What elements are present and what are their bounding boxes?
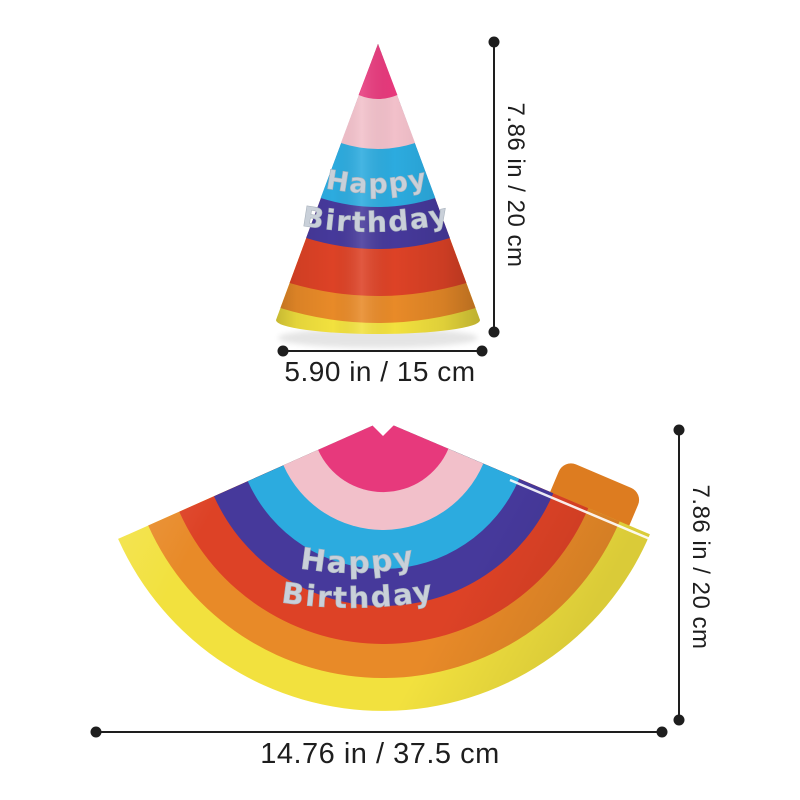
unfolded-hat: azzose Happy Birthday bbox=[118, 404, 651, 711]
fan-height-dimension: 7.86 in / 20 cm bbox=[673, 424, 714, 726]
fan-text-happy-label: Happy bbox=[298, 539, 416, 581]
hat-text-birthday-label: Birthday bbox=[300, 197, 450, 239]
fan-height-dot-top bbox=[673, 424, 685, 436]
hat-shading-overlay bbox=[276, 44, 480, 334]
fan-text-happy: Happy bbox=[298, 539, 418, 581]
hat-height-dot-bottom bbox=[488, 326, 500, 338]
apex-notch-circle bbox=[370, 404, 396, 430]
hat-height-dot-top bbox=[488, 36, 500, 48]
fan-width-label: 14.76 in / 37.5 cm bbox=[260, 738, 500, 770]
fan-width-dimension: 14.76 in / 37.5 cm bbox=[90, 726, 668, 770]
fan-shading-overlay bbox=[118, 421, 650, 711]
fan-height-label: 7.86 in / 20 cm bbox=[687, 485, 714, 650]
hat-width-label: 5.90 in / 15 cm bbox=[284, 356, 475, 387]
fan-height-dot-bottom bbox=[673, 714, 685, 726]
hat-width-dimension: 5.90 in / 15 cm bbox=[277, 345, 488, 387]
hat-width-dot-left bbox=[277, 345, 289, 357]
tab-seam-line bbox=[509, 478, 651, 541]
cone-hat: Happy Birthday bbox=[276, 44, 480, 348]
fan-watermark: azzose bbox=[135, 501, 165, 521]
hat-shadow bbox=[278, 328, 478, 348]
hat-text-birthday: Birthday bbox=[300, 197, 452, 239]
hat-height-dimension: 7.86 in / 20 cm bbox=[488, 36, 529, 338]
fan-width-dot-right bbox=[656, 726, 668, 738]
hat-width-dot-right bbox=[476, 345, 488, 357]
fan-width-dot-left bbox=[90, 726, 102, 738]
hat-height-label: 7.86 in / 20 cm bbox=[502, 103, 529, 268]
